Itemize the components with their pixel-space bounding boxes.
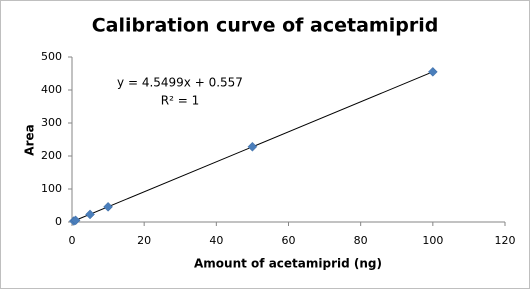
y-tick-label: 300	[41, 116, 62, 129]
y-tick-label: 0	[55, 215, 62, 228]
x-tick-label: 120	[495, 234, 516, 247]
x-tick-label: 20	[137, 234, 151, 247]
x-tick-label: 0	[69, 234, 76, 247]
y-tick-label: 400	[41, 83, 62, 96]
x-tick-label: 40	[209, 234, 223, 247]
equation: y = 4.5499x + 0.557	[117, 76, 243, 90]
point	[247, 141, 258, 152]
point	[70, 215, 81, 226]
x-tick-label: 100	[422, 234, 443, 247]
y-tick-label: 200	[41, 149, 62, 162]
x-axis-title: Amount of acetamiprid (ng)	[194, 257, 382, 271]
point	[85, 209, 95, 220]
y-tick-label: 100	[41, 182, 62, 195]
point	[427, 66, 438, 77]
x-tick-label: 60	[282, 234, 296, 247]
x-tick-label: 80	[354, 234, 368, 247]
y-axis-title: Area	[23, 124, 37, 155]
chart-title: Calibration curve of acetamiprid	[92, 15, 439, 37]
y-tick-label: 500	[41, 50, 62, 63]
point	[103, 201, 113, 212]
r-squared: R² = 1	[161, 94, 199, 108]
